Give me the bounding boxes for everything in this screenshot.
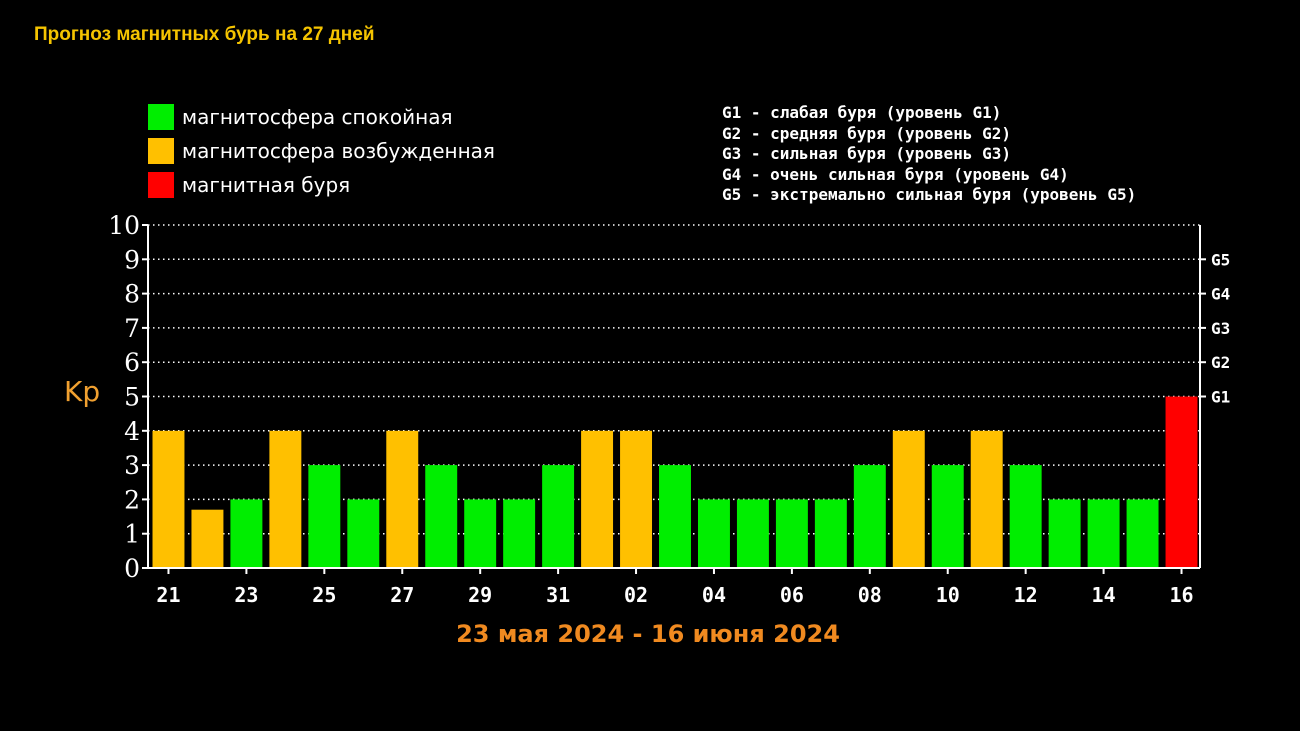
bar bbox=[892, 430, 925, 568]
y-tick-label: 6 bbox=[124, 348, 140, 377]
bar bbox=[1126, 499, 1159, 568]
legend-label-calm: магнитосфера спокойная bbox=[182, 105, 453, 129]
bars bbox=[152, 396, 1198, 568]
bar bbox=[620, 430, 653, 568]
g-tick-labels: G1 G2 G3 G4 G5 bbox=[1200, 250, 1230, 407]
y-tick-label: 2 bbox=[124, 485, 140, 514]
bar bbox=[347, 499, 380, 568]
g-tick-label: G5 bbox=[1211, 250, 1230, 269]
bar bbox=[542, 465, 575, 568]
bar bbox=[503, 499, 536, 568]
g-tick-label: G4 bbox=[1211, 285, 1230, 304]
legend-swatch-excited bbox=[148, 138, 174, 164]
legend-item-storm: магнитная буря bbox=[148, 168, 495, 202]
x-tick-label: 02 bbox=[624, 583, 648, 607]
g-level-legend: G1 - слабая буря (уровень G1) G2 - средн… bbox=[722, 103, 1136, 206]
y-axis-label: Kp bbox=[64, 375, 101, 408]
g-level-g1: G1 - слабая буря (уровень G1) bbox=[722, 103, 1002, 122]
x-tick-label: 29 bbox=[468, 583, 492, 607]
bar bbox=[1009, 465, 1042, 568]
bar bbox=[1087, 499, 1120, 568]
g-tick-label: G1 bbox=[1211, 388, 1230, 407]
bar bbox=[1165, 396, 1198, 568]
legend-item-excited: магнитосфера возбужденная bbox=[148, 134, 495, 168]
g-level-g2: G2 - средняя буря (уровень G2) bbox=[722, 123, 1011, 143]
x-tick-label: 31 bbox=[546, 583, 570, 607]
bar bbox=[775, 499, 808, 568]
g-level-g4: G4 - очень сильная буря (уровень G4) bbox=[722, 164, 1069, 184]
x-tick-label: 04 bbox=[702, 583, 726, 607]
y-tick-label: 9 bbox=[124, 245, 140, 274]
bar bbox=[269, 430, 302, 568]
g-tick-label: G3 bbox=[1211, 319, 1230, 338]
x-tick-label: 27 bbox=[390, 583, 414, 607]
bar bbox=[931, 465, 964, 568]
bar bbox=[191, 509, 224, 568]
x-tick-label: 06 bbox=[780, 583, 804, 607]
legend-swatch-storm bbox=[148, 172, 174, 198]
y-tick-label: 5 bbox=[124, 383, 140, 412]
bar bbox=[464, 499, 497, 568]
g-tick-label: G2 bbox=[1211, 353, 1230, 372]
bar bbox=[581, 430, 614, 568]
bar bbox=[970, 430, 1003, 568]
x-tick-label: 16 bbox=[1169, 583, 1193, 607]
bar bbox=[814, 499, 847, 568]
bar bbox=[230, 499, 263, 568]
y-tick-label: 3 bbox=[124, 451, 140, 480]
chart-title: Прогноз магнитных бурь на 27 дней bbox=[34, 24, 375, 45]
x-tick-label: 25 bbox=[312, 583, 336, 607]
bar bbox=[697, 499, 730, 568]
bar bbox=[736, 499, 769, 568]
y-tick-label: 10 bbox=[108, 211, 140, 240]
x-tick-label: 23 bbox=[234, 583, 258, 607]
x-tick-label: 21 bbox=[156, 583, 180, 607]
bar bbox=[853, 465, 886, 568]
legend-item-calm: магнитосфера спокойная bbox=[148, 100, 495, 134]
legend: магнитосфера спокойная магнитосфера возб… bbox=[148, 100, 495, 202]
bar bbox=[1048, 499, 1081, 568]
bar bbox=[659, 465, 691, 568]
y-tick-label: 7 bbox=[124, 314, 140, 343]
legend-label-excited: магнитосфера возбужденная bbox=[182, 139, 495, 163]
x-tick-label: 10 bbox=[936, 583, 960, 607]
date-range: 23 мая 2024 - 16 июня 2024 bbox=[0, 620, 1300, 648]
x-tick-label: 12 bbox=[1014, 583, 1038, 607]
y-tick-labels: 0 1 2 3 4 5 6 7 8 9 10 bbox=[108, 211, 140, 583]
date-range-text: 23 мая 2024 - 16 июня 2024 bbox=[456, 620, 840, 648]
g-level-g5: G5 - экстремально сильная буря (уровень … bbox=[722, 185, 1137, 204]
bar bbox=[308, 465, 341, 568]
y-tick-label: 0 bbox=[124, 554, 140, 583]
bar bbox=[425, 465, 458, 568]
y-tick-label: 4 bbox=[124, 417, 140, 446]
legend-swatch-calm bbox=[148, 104, 174, 130]
g-level-g3: G3 - сильная буря (уровень G3) bbox=[722, 144, 1011, 163]
bar bbox=[152, 430, 185, 568]
x-tick-label: 14 bbox=[1092, 583, 1116, 607]
x-tick-label: 08 bbox=[858, 583, 882, 607]
legend-label-storm: магнитная буря bbox=[182, 173, 351, 197]
y-tick-label: 8 bbox=[124, 280, 140, 309]
x-tick-labels: 21 23 25 27 29 31 02 04 06 08 10 12 14 16 bbox=[156, 568, 1194, 607]
y-tick-label: 1 bbox=[124, 520, 140, 549]
bar bbox=[386, 430, 419, 568]
